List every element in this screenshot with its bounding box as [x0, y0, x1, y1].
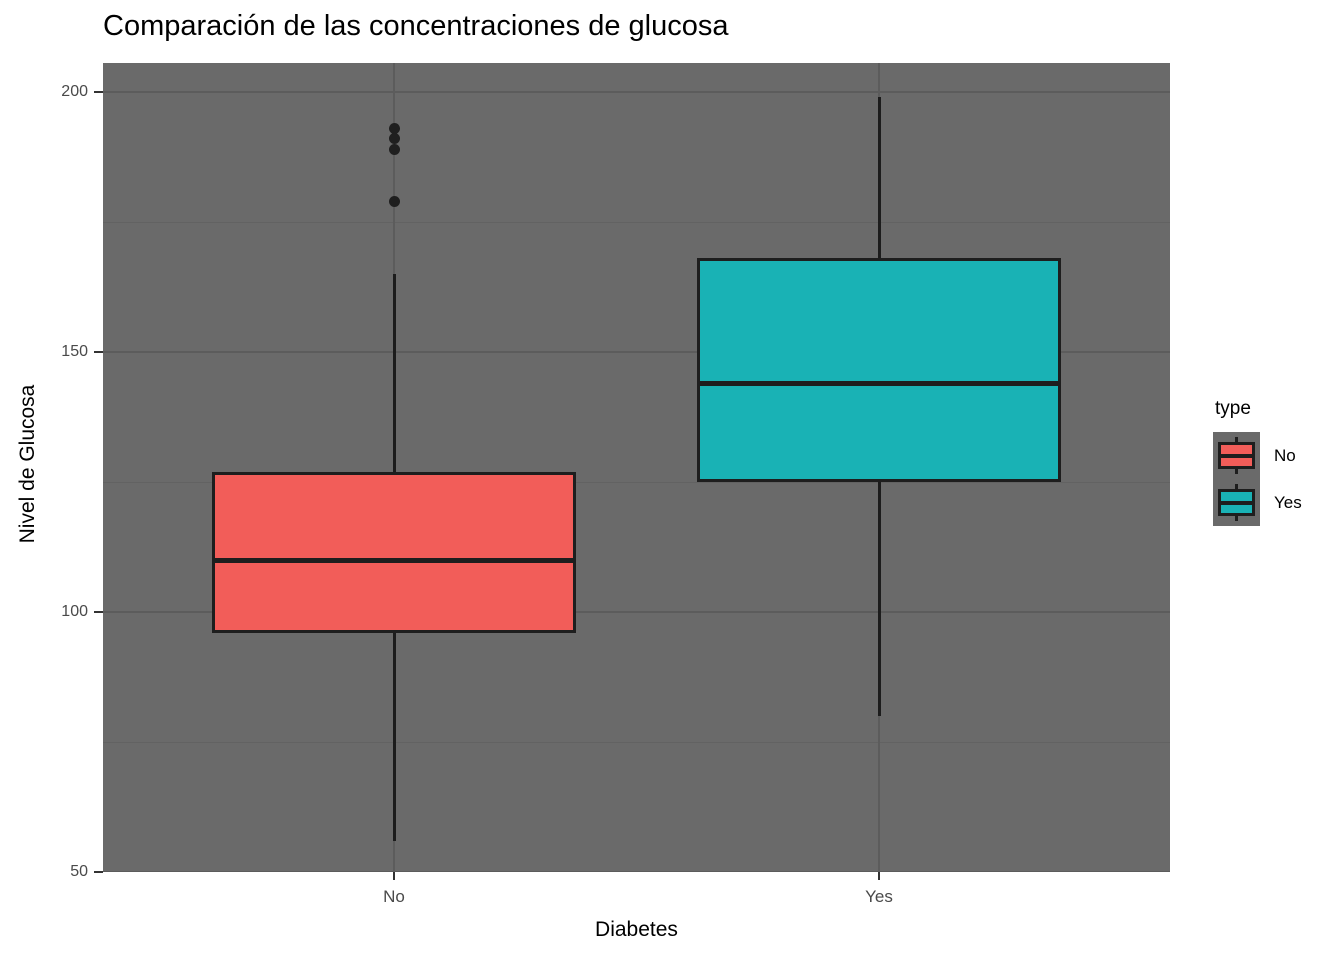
- x-axis-title: Diabetes: [595, 918, 678, 941]
- gridline-major: [103, 611, 1170, 614]
- outlier-point: [388, 143, 400, 155]
- legend-key-swatch: [1213, 432, 1260, 479]
- box-yes: [697, 258, 1061, 483]
- legend-key-median: [1218, 500, 1255, 505]
- y-tick-label: 200: [61, 83, 88, 101]
- y-tick-mark: [94, 91, 103, 94]
- whisker-lower: [392, 632, 396, 841]
- gridline-minor: [103, 222, 1170, 224]
- y-tick-mark: [94, 351, 103, 354]
- plot-panel: [103, 63, 1170, 872]
- x-tick-mark: [878, 872, 880, 880]
- box-no: [212, 471, 576, 633]
- whisker-upper: [392, 274, 396, 472]
- gridline-major: [103, 871, 1170, 872]
- legend-label: No: [1274, 445, 1296, 465]
- x-tick-mark: [393, 872, 395, 880]
- y-tick-label: 150: [61, 343, 88, 361]
- x-tick-label: Yes: [865, 887, 893, 906]
- legend-entry-yes: Yes: [1213, 479, 1302, 526]
- y-tick-label: 50: [70, 863, 88, 880]
- gridline-minor: [103, 742, 1170, 744]
- legend-title: type: [1215, 398, 1251, 419]
- outlier-point: [388, 123, 400, 134]
- median-line: [697, 380, 1061, 386]
- legend-entry-no: No: [1213, 432, 1302, 479]
- y-axis-title: Nivel de Glucosa: [16, 384, 39, 544]
- legend-key-swatch: [1213, 479, 1260, 526]
- y-tick-mark: [94, 611, 103, 614]
- whisker-lower: [877, 482, 881, 716]
- gridline-minor: [103, 482, 1170, 484]
- x-tick-label: No: [383, 887, 405, 906]
- median-line: [212, 557, 576, 563]
- outlier-point: [388, 133, 400, 145]
- gridline-major: [103, 351, 1170, 354]
- legend: type No Yes: [1213, 398, 1302, 526]
- legend-key-median: [1218, 453, 1255, 458]
- plot-title: Comparación de las concentraciones de gl…: [103, 10, 729, 42]
- legend-label: Yes: [1274, 492, 1302, 512]
- gridline-major: [103, 91, 1170, 94]
- whisker-upper: [877, 97, 881, 259]
- y-tick-label: 100: [61, 603, 88, 621]
- outlier-point: [388, 195, 400, 207]
- legend-keys: No Yes: [1213, 432, 1302, 526]
- y-tick-mark: [94, 871, 103, 873]
